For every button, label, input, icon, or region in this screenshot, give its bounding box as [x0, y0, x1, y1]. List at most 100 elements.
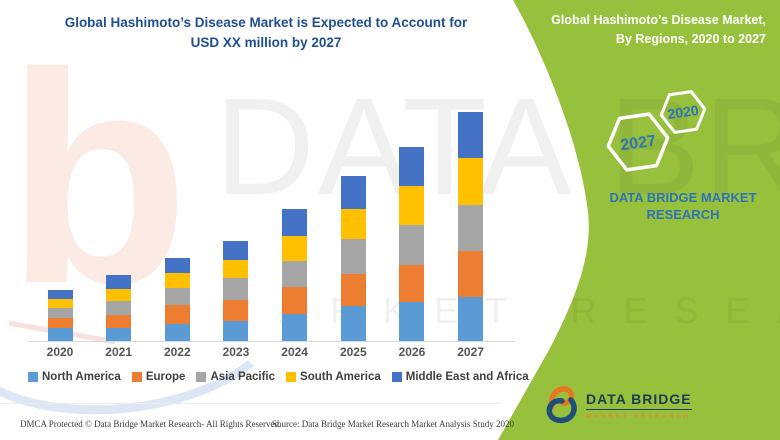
bar-segment-south-america [164, 273, 190, 288]
bar-segment-middle-east-and-africa [106, 275, 132, 289]
bar-segment-asia-pacific [458, 205, 484, 251]
brand-text: DATA BRIDGE MARKET RESEARCH [600, 189, 766, 223]
legend-swatch-middle-east-and-africa [391, 372, 402, 382]
bar-segment-north-america [458, 297, 484, 341]
bar-segment-south-america [106, 289, 132, 301]
bar-segment-middle-east-and-africa [458, 112, 484, 158]
x-axis-label-2021: 2021 [105, 345, 132, 359]
bar-segment-europe [164, 305, 190, 324]
dmca-notice: DMCA Protected © Data Bridge Market Rese… [20, 419, 282, 429]
legend-label-europe: Europe [145, 371, 186, 383]
bar-segment-south-america [458, 158, 484, 205]
legend-item-south-america: South America [286, 371, 381, 383]
chart-title-line1: Global Hashimoto’s Disease Market is Exp… [64, 15, 468, 30]
bar-segment-south-america [340, 209, 366, 239]
bar-segment-asia-pacific [282, 261, 308, 287]
green-panel-heading: Global Hashimoto’s Disease Market, By Re… [496, 11, 766, 49]
x-axis-label-2025: 2025 [339, 345, 367, 359]
bar-segment-europe [340, 274, 366, 306]
bar-segment-middle-east-and-africa [282, 209, 308, 236]
legend-item-europe: Europe [131, 371, 186, 383]
stacked-bar-2027 [458, 112, 484, 341]
x-axis-label-2026: 2026 [398, 345, 426, 359]
bar-segment-asia-pacific [164, 288, 190, 305]
logo-navy-stroke [546, 397, 577, 424]
legend-label-south-america: South America [300, 371, 381, 383]
legend-swatch-north-america [28, 372, 38, 382]
bar-segment-middle-east-and-africa [47, 290, 73, 299]
legend-item-asia-pacific: Asia Pacific [196, 371, 275, 383]
bar-segment-europe [106, 315, 132, 328]
legend-label-middle-east-and-africa: Middle East and Africa [405, 371, 529, 383]
chart-title-line2: USD XX million by 2027 [190, 35, 342, 50]
green-panel-path [498, 0, 780, 440]
hexagon-2027-label: 2027 [619, 133, 657, 155]
bar-segment-europe [47, 318, 73, 328]
x-axis-line [28, 341, 515, 342]
bar-segment-north-america [106, 328, 132, 341]
bar-segment-europe [223, 300, 249, 321]
source-note: Source: Data Bridge Market Research Mark… [272, 419, 514, 429]
stacked-bar-2026 [399, 147, 425, 341]
bar-segment-middle-east-and-africa [399, 147, 425, 186]
bar-segment-europe [399, 265, 425, 302]
bar-segment-asia-pacific [47, 308, 73, 318]
stacked-bar-chart [28, 96, 515, 342]
bar-segment-asia-pacific [106, 301, 132, 315]
bar-segment-north-america [282, 314, 308, 341]
legend-label-asia-pacific: Asia Pacific [210, 371, 276, 383]
stacked-bar-2020 [47, 290, 73, 341]
bar-segment-north-america [223, 321, 249, 341]
bar-segment-north-america [340, 306, 366, 341]
x-axis-label-2020: 2020 [46, 345, 74, 359]
hexagon-2020: 2020 [659, 90, 707, 134]
hexagon-2027-outline [606, 112, 670, 172]
x-axis-label-2027: 2027 [457, 345, 484, 359]
bar-segment-europe [458, 251, 484, 297]
chart-title: Global Hashimoto’s Disease Market is Exp… [0, 13, 532, 53]
dbmr-logo-title: DATA BRIDGE [586, 391, 692, 410]
brand-text-line2: RESEARCH [646, 207, 720, 222]
green-heading-line2: By Regions, 2020 to 2027 [615, 32, 766, 46]
x-axis-label-2022: 2022 [163, 345, 191, 359]
chart-legend: North America Europe Asia Pacific South Ame… [28, 371, 529, 383]
stacked-bar-2024 [282, 209, 308, 341]
green-heading-line1: Global Hashimoto’s Disease Market, [551, 13, 766, 27]
bar-segment-middle-east-and-africa [164, 258, 190, 273]
x-axis-label-2023: 2023 [222, 345, 250, 359]
hexagon-2027: 2027 [606, 112, 670, 172]
bar-segment-middle-east-and-africa [340, 176, 366, 209]
dbmr-logo-subtitle: MARKET RESEARCH [586, 412, 692, 420]
dbmr-logo: DATA BRIDGE MARKET RESEARCH [543, 384, 692, 426]
bar-segment-south-america [47, 299, 73, 308]
bar-segment-south-america [282, 236, 308, 261]
x-axis-label-2024: 2024 [281, 345, 308, 359]
legend-label-north-america: North America [42, 371, 121, 383]
legend-swatch-europe [131, 372, 142, 382]
legend-swatch-south-america [286, 372, 297, 382]
dbmr-logo-text: DATA BRIDGE MARKET RESEARCH [586, 391, 692, 420]
footer: DMCA Protected © Data Bridge Market Rese… [0, 403, 540, 440]
brand-text-line1: DATA BRIDGE MARKET [609, 190, 757, 205]
dbmr-logo-icon [546, 386, 577, 424]
x-axis-labels: 2020 2021 2022 2023 2024 2025 2026 2027 [35, 345, 505, 361]
stacked-bar-2021 [106, 275, 132, 341]
bar-segment-asia-pacific [223, 278, 249, 300]
bar-segment-south-america [399, 186, 425, 225]
bar-segment-middle-east-and-africa [223, 241, 249, 260]
bar-segment-north-america [164, 324, 190, 341]
bar-segment-north-america [47, 328, 73, 341]
legend-item-middle-east-and-africa: Middle East and Africa [391, 371, 529, 383]
legend-swatch-asia-pacific [196, 372, 207, 382]
hexagon-2020-label: 2020 [666, 102, 699, 122]
bar-segment-north-america [399, 302, 425, 341]
bar-segment-europe [282, 287, 308, 314]
bar-segment-asia-pacific [399, 225, 425, 265]
bar-segment-asia-pacific [340, 239, 366, 274]
stacked-bar-2023 [223, 241, 249, 341]
legend-item-north-america: North America [28, 371, 121, 383]
